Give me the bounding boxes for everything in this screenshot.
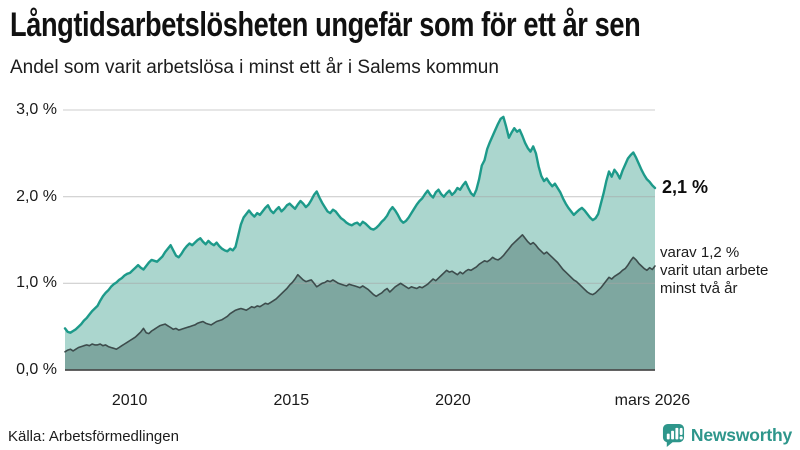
newsworthy-wordmark: Newsworthy xyxy=(690,424,792,445)
subset-label-line-2: varit utan arbete xyxy=(660,262,769,279)
end-value-label-total: 2,1 % xyxy=(662,177,709,197)
newsworthy-logo[interactable]: Newsworthy xyxy=(662,423,792,447)
x-tick-label: 2010 xyxy=(111,392,148,409)
page-title: Långtidsarbetslösheten ungefär som för e… xyxy=(10,6,641,44)
y-tick-label: 3,0 % xyxy=(16,101,57,118)
x-tick-label: 2020 xyxy=(435,392,471,409)
y-tick-label: 1,0 % xyxy=(16,274,57,292)
end-value-label-subset: varav 1,2 % varit utan arbete minst två … xyxy=(660,244,768,298)
chart-subtitle: Andel som varit arbetslösa i minst ett å… xyxy=(10,57,499,78)
newsworthy-bubble-chart-icon xyxy=(662,423,684,447)
x-tick-label: 2015 xyxy=(273,392,310,409)
y-tick-label: 0,0 % xyxy=(16,361,57,378)
subset-label-line-3: minst två år xyxy=(660,280,738,297)
x-tick-label: mars 2026 xyxy=(614,392,691,409)
y-tick-label: 2,0 % xyxy=(16,187,57,205)
subset-label-line-1: varav 1,2 % xyxy=(660,244,740,261)
source-credit: Källa: Arbetsförmedlingen xyxy=(8,428,179,445)
